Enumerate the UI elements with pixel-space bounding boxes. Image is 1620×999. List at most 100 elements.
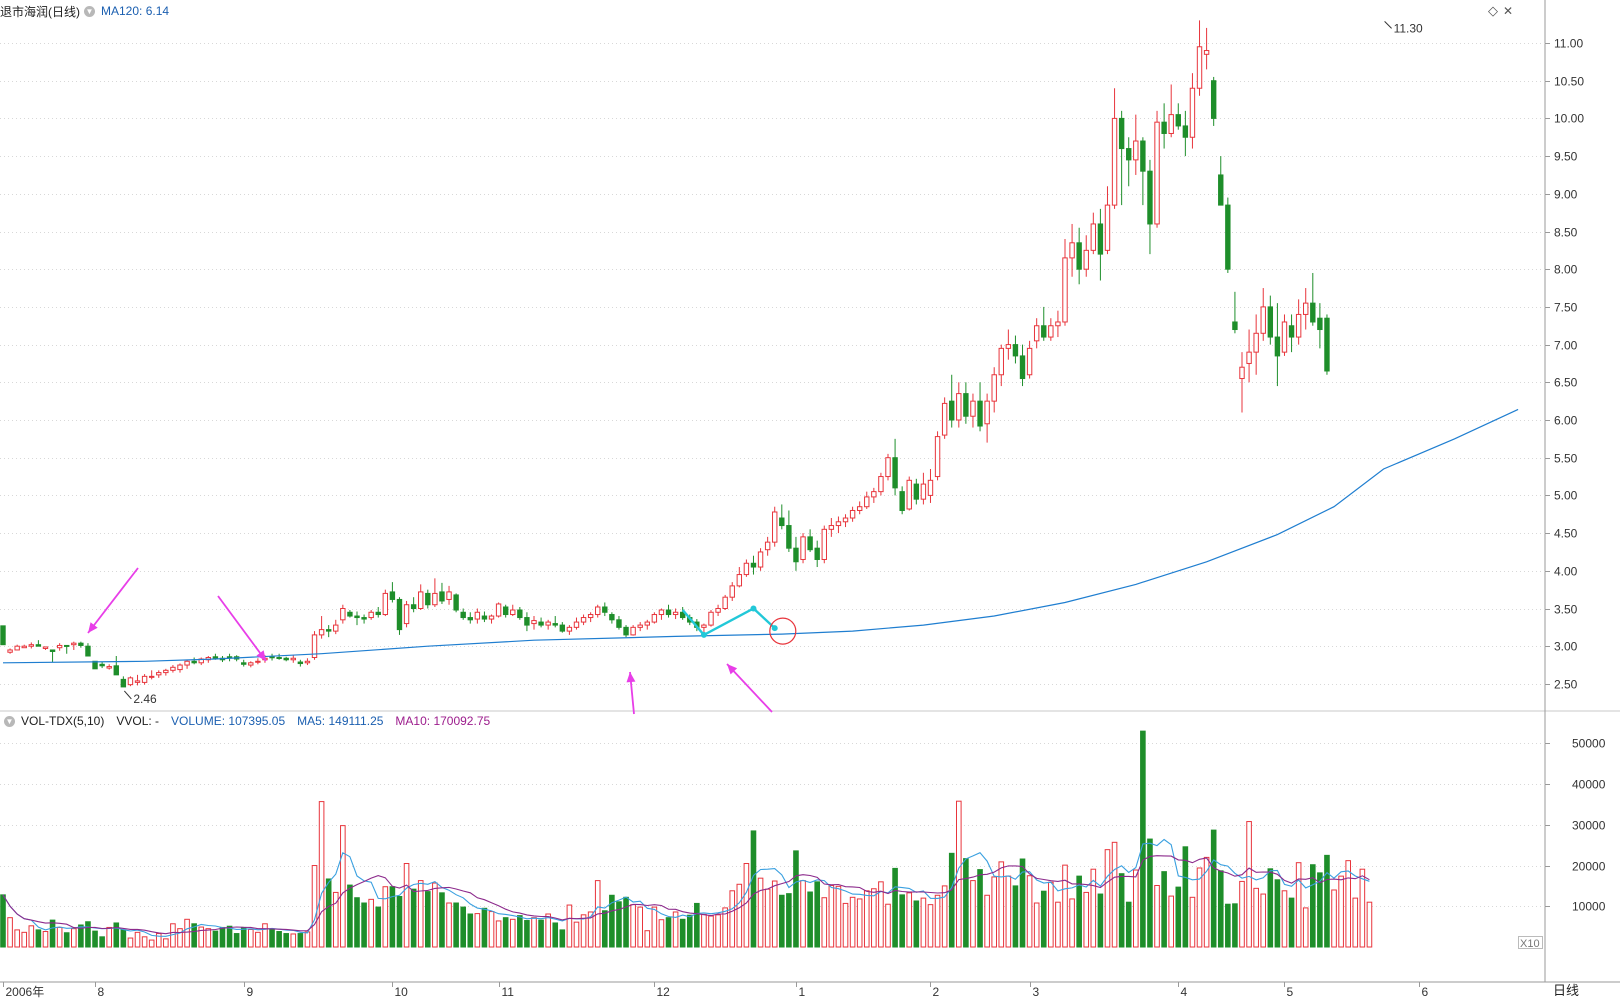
- candle: [453, 593, 459, 613]
- time-tick-label: 12: [657, 985, 671, 999]
- price-tick-label: 2.50: [1554, 678, 1578, 692]
- candle: [460, 608, 466, 620]
- candle-body: [1196, 46, 1203, 89]
- candle: [644, 619, 650, 630]
- candle-body: [1182, 125, 1189, 138]
- candle-body: [85, 645, 91, 657]
- volume-bar: [283, 933, 289, 948]
- volume-bar: [1302, 907, 1309, 948]
- volume-bar: [488, 911, 495, 948]
- ma120-line: [2, 408, 1519, 664]
- candle-body: [757, 551, 764, 568]
- volume-bar: [1310, 864, 1316, 948]
- candle-body: [1097, 223, 1104, 255]
- candle: [1126, 137, 1132, 187]
- candle-body: [28, 644, 35, 647]
- volume-bar: [92, 930, 98, 948]
- volume-bar: [325, 878, 332, 948]
- arrow-head: [626, 672, 636, 683]
- candle: [679, 606, 686, 620]
- volume-bar: [1196, 867, 1203, 948]
- volume-bar: [396, 895, 403, 948]
- candle: [1048, 318, 1054, 341]
- candle-body: [113, 665, 119, 676]
- ma10-label: MA10: 170092.75: [395, 714, 491, 728]
- volume-bar: [1104, 849, 1111, 948]
- price-tick-label: 4.50: [1554, 527, 1578, 541]
- candle-body: [786, 525, 792, 549]
- volume-tick-label: 10000: [1572, 900, 1606, 914]
- volume-bar: [495, 920, 502, 948]
- candle-body: [7, 649, 13, 653]
- volume-bar: [637, 906, 644, 948]
- cyan-zigzag-marker: [750, 605, 757, 612]
- candle: [418, 584, 424, 611]
- candle-body: [1033, 325, 1040, 342]
- volume-bar: [1033, 902, 1040, 948]
- candle: [729, 582, 735, 601]
- candle-body: [665, 609, 672, 616]
- volume-bar: [120, 929, 127, 948]
- time-tick-label: 2006年: [6, 985, 45, 999]
- volume-bar: [538, 919, 544, 948]
- volume-bar: [198, 926, 205, 948]
- volume-bar: [1161, 871, 1167, 948]
- candle: [573, 617, 580, 630]
- candle: [991, 367, 997, 413]
- candle: [510, 604, 516, 617]
- candle-body: [488, 615, 495, 620]
- volume-bar: [467, 913, 474, 948]
- volume-bar: [828, 884, 835, 948]
- volume-bar: [71, 928, 77, 948]
- candle-body: [375, 611, 381, 616]
- volume-bar: [531, 917, 537, 948]
- settings-dropdown-icon[interactable]: ▼: [84, 5, 95, 17]
- candle-body: [899, 491, 905, 511]
- volume-bar: [340, 825, 346, 948]
- candle: [184, 659, 190, 669]
- volume-bar: [460, 906, 466, 948]
- candle: [878, 472, 884, 496]
- candle-body: [403, 604, 410, 625]
- time-tick-label: 9: [247, 985, 254, 999]
- candle-body: [191, 660, 197, 664]
- volume-bar: [233, 933, 240, 948]
- candle: [361, 614, 367, 624]
- price-tick-label: 11.00: [1554, 37, 1583, 51]
- volume-bar: [311, 865, 318, 948]
- volume-bar: [1225, 903, 1231, 948]
- volume-bar: [651, 906, 658, 948]
- candle: [49, 649, 56, 663]
- price-tick-label: 9.00: [1554, 188, 1578, 202]
- candle: [269, 653, 275, 661]
- price-legend: 退市海润(日线) ▼ MA120: 6.14: [0, 2, 169, 20]
- volume-bar: [630, 904, 636, 948]
- candle: [885, 453, 891, 481]
- candle-body: [800, 536, 806, 560]
- candle: [113, 656, 119, 676]
- volume-bar: [141, 936, 148, 948]
- candle: [715, 604, 721, 617]
- volume-bar: [1182, 846, 1189, 948]
- candle-body: [920, 483, 927, 500]
- volume-bar: [134, 931, 141, 948]
- volume-settings-icon[interactable]: ▼: [4, 715, 15, 727]
- candle: [538, 617, 544, 628]
- candle-body: [842, 517, 849, 523]
- volume-bar: [28, 925, 35, 948]
- volume-bar: [849, 896, 856, 948]
- candle: [1111, 88, 1118, 209]
- candle: [0, 625, 6, 646]
- candle: [56, 643, 63, 651]
- candle: [1090, 212, 1097, 255]
- candle-body: [156, 672, 162, 676]
- volume-bar: [863, 890, 870, 948]
- price-tick-label: 6.50: [1554, 376, 1578, 390]
- candle-body: [1303, 302, 1309, 315]
- candle-body: [616, 619, 622, 628]
- volume-bar: [106, 926, 113, 948]
- candle: [106, 664, 112, 670]
- candle-body: [658, 609, 665, 616]
- volume-bar: [304, 931, 311, 948]
- candle-body: [1253, 332, 1259, 353]
